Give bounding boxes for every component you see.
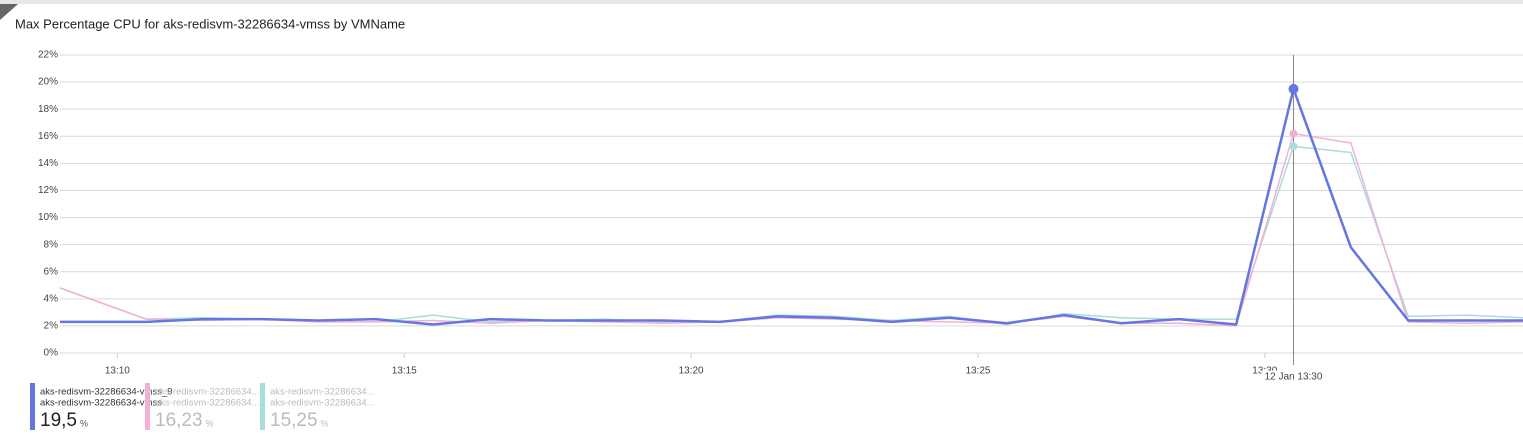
series-line [59, 132, 1523, 327]
legend-value: 19,5 [40, 410, 77, 431]
legend-unit: % [321, 418, 329, 428]
y-tick-label: 6% [44, 266, 59, 277]
legend-value: 16,23 [155, 410, 203, 431]
legend-swatch [145, 383, 150, 430]
cursor-label: 12 Jan 13:30 [1265, 372, 1323, 383]
grid: 0% 2% 4% 6% 8% 10% 12% 14% 16% 18% 20% 22% 13:10 13:1… [38, 50, 1523, 377]
series-line [59, 145, 1523, 326]
y-tick-label: 18% [38, 104, 58, 115]
legend-resource: aks-redisvm-32286634-vmss [40, 398, 162, 409]
y-tick-label: 8% [44, 239, 59, 250]
hover-point [1289, 129, 1298, 138]
y-tick-label: 20% [38, 77, 58, 88]
legend-unit: % [80, 418, 88, 428]
x-tick-label: 13:25 [965, 366, 990, 377]
legend-value: 15,25 [270, 410, 318, 431]
legend-swatch [30, 383, 35, 430]
legend-name: aks-redisvm-32286634-vmss_9 [40, 387, 173, 398]
hover-point [1289, 142, 1298, 151]
y-tick-label: 2% [44, 321, 59, 332]
legend-swatch [260, 383, 265, 430]
chart-title: Max Percentage CPU for aks-redisvm-32286… [15, 16, 405, 31]
x-tick-label: 13:15 [392, 366, 417, 377]
legend-name: aks-redisvm-32286634... [270, 387, 375, 398]
lines: 12 Jan 13:30 [59, 55, 1523, 384]
y-tick-label: 22% [38, 50, 58, 61]
top-bar [0, 0, 1523, 4]
x-tick-label: 13:20 [679, 366, 704, 377]
y-tick-label: 10% [38, 212, 58, 223]
legend-resource: aks-redisvm-32286634... [155, 398, 260, 409]
y-tick-label: 14% [38, 158, 58, 169]
x-tick-label: 13:10 [105, 366, 130, 377]
y-tick-label: 4% [44, 293, 59, 304]
y-tick-label: 0% [44, 348, 59, 359]
legend-resource: aks-redisvm-32286634... [270, 398, 375, 409]
cursor-label-bg [1261, 370, 1326, 384]
series-line [60, 87, 1523, 326]
legend-name: aks-redisvm-32286634... [155, 387, 260, 398]
y-tick-label: 16% [38, 131, 58, 142]
y-tick-label: 12% [38, 185, 58, 196]
hover-point [1288, 83, 1299, 94]
legend: aks-redisvm-32286634-vmss_9aks-redisvm-3… [30, 383, 375, 431]
filter-icon [0, 4, 18, 20]
legend-unit: % [206, 418, 214, 428]
